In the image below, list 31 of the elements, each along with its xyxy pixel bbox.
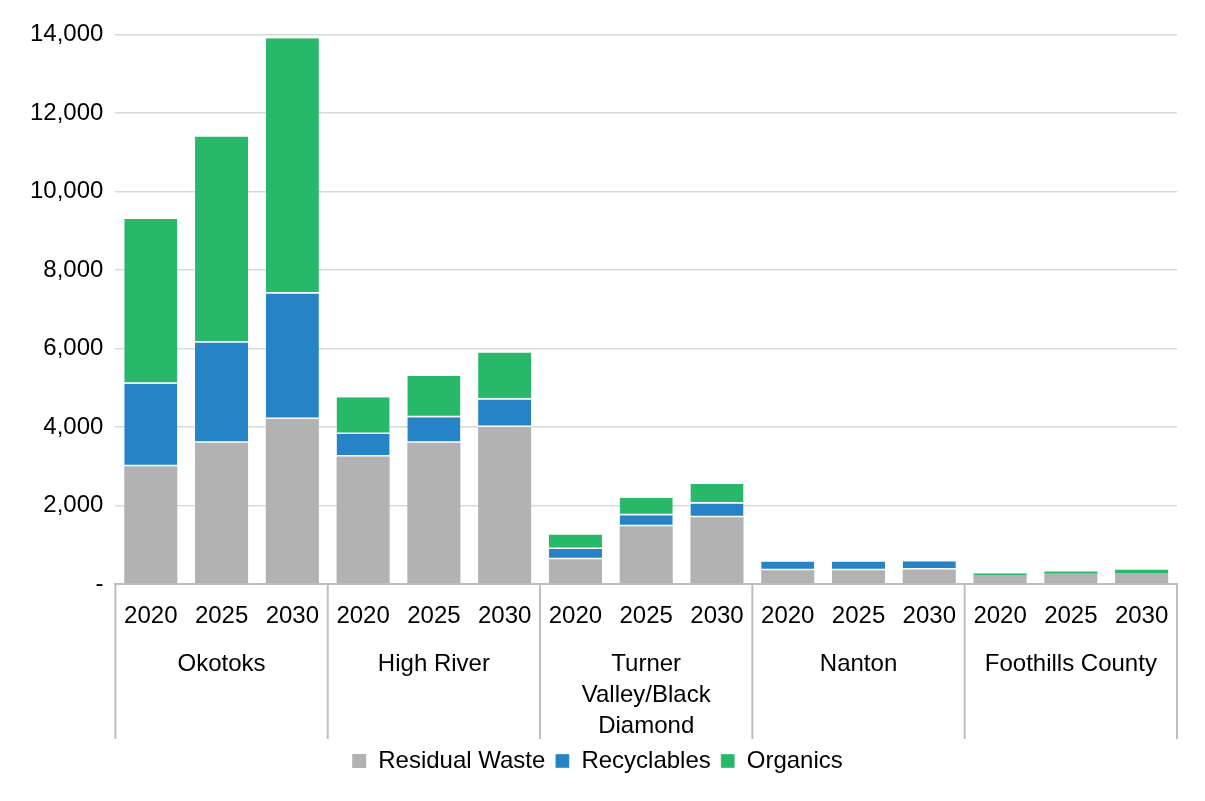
x-tick-label: 2020 — [761, 601, 815, 629]
text: Foothills County — [984, 648, 1157, 676]
x-tick-label: 2030 — [265, 601, 320, 629]
x-tick-label: 2025 — [194, 601, 249, 629]
y-tick-label: 4,000 — [43, 411, 104, 439]
text: Okotoks — [177, 648, 266, 676]
x-tick-label: 2025 — [831, 601, 886, 629]
x-tick-label: 2020 — [124, 601, 178, 629]
text: Nanton — [819, 648, 898, 676]
legend-label: Residual Waste — [378, 745, 546, 773]
y-tick-label: 2,000 — [43, 490, 104, 518]
y-tick-label: 8,000 — [43, 254, 104, 282]
y-tick-label: 6,000 — [43, 333, 104, 361]
y-tick-label: 10,000 — [30, 176, 104, 204]
y-tick-label: - — [95, 568, 104, 596]
x-tick-label: 2025 — [619, 601, 673, 629]
x-tick-label: 2030 — [477, 601, 532, 629]
x-tick-label: 2020 — [548, 601, 603, 629]
x-tick-label: 2030 — [690, 601, 744, 629]
x-tick-label: 2030 — [902, 601, 956, 629]
x-tick-label: 2030 — [1114, 601, 1169, 629]
text: Turner Valley/Black Diamond — [581, 648, 712, 738]
text: High River — [377, 648, 490, 676]
y-tick-label: 14,000 — [30, 19, 104, 47]
x-tick-label: 2020 — [973, 601, 1027, 629]
x-tick-label: 2025 — [407, 601, 461, 629]
x-tick-label: 2020 — [336, 601, 390, 629]
x-tick-label: 2025 — [1044, 601, 1098, 629]
y-tick-label: 12,000 — [30, 97, 104, 125]
legend-label: Organics — [746, 745, 843, 773]
legend-label: Recyclables — [581, 745, 711, 773]
